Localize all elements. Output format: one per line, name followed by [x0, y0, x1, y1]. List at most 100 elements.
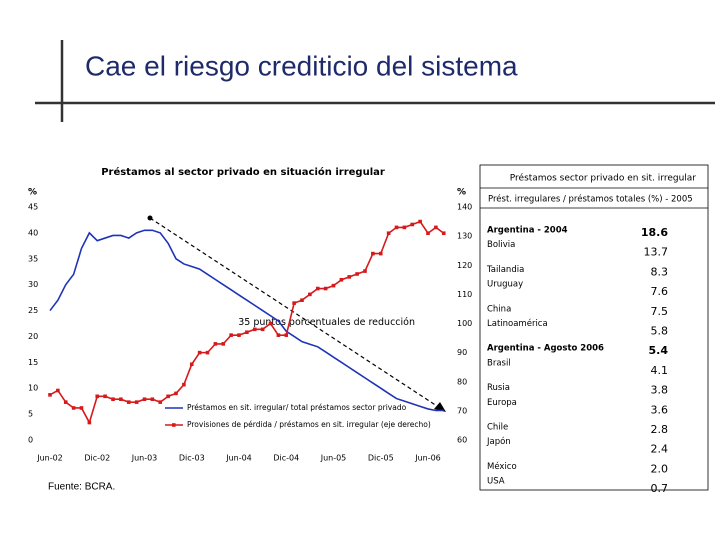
point [119, 397, 123, 402]
row-label: Argentina - 2004 [487, 226, 568, 236]
point [355, 272, 359, 276]
point [292, 301, 296, 305]
point [260, 327, 265, 332]
point [48, 393, 52, 397]
y2-tick-label: 110 [457, 290, 472, 299]
x-tick-label: Jun-06 [414, 454, 441, 463]
y-tick-label: 45 [28, 203, 38, 212]
row-label: China [487, 304, 511, 314]
y-axis-label: % [28, 188, 37, 198]
point [95, 394, 100, 399]
y2-tick-label: 120 [457, 261, 472, 270]
y-tick-label: 20 [28, 332, 38, 341]
point [394, 225, 399, 230]
y-tick-label: 5 [28, 410, 33, 419]
y2-tick-label: 60 [457, 436, 467, 445]
point [229, 333, 233, 337]
legend-marker [172, 423, 176, 427]
slide-title: Cae el riesgo crediticio del sistema [85, 50, 518, 81]
point [418, 219, 422, 224]
point [245, 330, 249, 335]
arrow-head [434, 402, 446, 412]
point [56, 388, 60, 393]
point [363, 269, 367, 273]
y-tick-label: 0 [28, 436, 33, 445]
row-label: Uruguay [487, 280, 523, 290]
point [213, 342, 218, 346]
row-label: México [487, 461, 517, 472]
point [142, 397, 147, 402]
x-tick-label: Dic-04 [273, 454, 299, 463]
point [308, 292, 312, 297]
row-value: 13.7 [644, 246, 669, 259]
row-label: Rusia [487, 383, 510, 393]
y-tick-label: 10 [28, 384, 38, 393]
chart-title: Préstamos al sector privado en situación… [101, 166, 385, 178]
row-label: Argentina - Agosto 2006 [487, 344, 604, 354]
x-tick-label: Jun-02 [36, 454, 63, 463]
point [150, 397, 155, 402]
source: Fuente: BCRA. [48, 482, 115, 493]
row-value: 2.8 [651, 423, 669, 436]
point [386, 231, 391, 236]
x-tick-label: Jun-03 [131, 454, 158, 463]
row-value: 0.7 [651, 482, 669, 495]
y2-tick-label: 140 [457, 203, 472, 212]
row-value: 8.3 [651, 265, 669, 278]
row-value: 7.6 [651, 285, 669, 298]
x-tick-label: Jun-04 [225, 454, 252, 463]
point [189, 362, 194, 367]
x-tick-label: Dic-05 [368, 454, 394, 463]
point [268, 321, 273, 326]
y2-tick-label: 130 [457, 232, 472, 241]
x-tick-label: Jun-05 [320, 454, 347, 463]
point [339, 278, 344, 282]
row-value: 18.6 [641, 226, 668, 239]
arrow-start [147, 215, 153, 221]
point [378, 251, 383, 256]
point [111, 397, 115, 402]
y-tick-label: 30 [28, 280, 38, 289]
point [126, 400, 131, 404]
point [63, 400, 68, 404]
annotation-text: 35 puntos porcentuales de reducción [238, 317, 415, 328]
y2-axis-label: % [457, 188, 466, 198]
point [315, 286, 320, 291]
x-tick-label: Dic-03 [179, 454, 205, 463]
point [300, 298, 304, 302]
legend-label: Provisiones de pérdida / préstamos en si… [187, 420, 431, 429]
row-value: 5.8 [651, 325, 669, 338]
row-value: 7.5 [651, 305, 669, 318]
point [182, 382, 186, 387]
annotation: 35 puntos porcentuales de reducción [238, 317, 415, 328]
point [371, 251, 375, 256]
point [441, 231, 446, 236]
row-label: Bolivia [487, 240, 515, 250]
point [197, 350, 202, 355]
point [410, 222, 415, 227]
point [158, 400, 163, 404]
y2-tick-label: 100 [457, 319, 472, 328]
row-label: Chile [487, 423, 508, 433]
row-label: Latinoamérica [487, 318, 548, 329]
legend-label: Préstamos en sit. irregular/ total prést… [187, 403, 407, 412]
row-label: Europa [487, 398, 517, 408]
row-value: 5.4 [649, 344, 669, 357]
point [323, 286, 328, 291]
table-subtitle: Prést. irregulares / préstamos totales (… [488, 194, 693, 205]
point [205, 350, 210, 355]
y2-tick-label: 80 [457, 377, 467, 386]
trend-arrow [149, 217, 441, 409]
point [252, 327, 257, 332]
y-tick-label: 35 [28, 254, 38, 263]
point [87, 420, 92, 425]
point [71, 406, 76, 410]
point [79, 406, 84, 410]
point [237, 333, 241, 337]
table-frame [479, 164, 709, 491]
point [134, 400, 139, 404]
point [402, 225, 407, 230]
y2-tick-label: 70 [457, 406, 467, 415]
